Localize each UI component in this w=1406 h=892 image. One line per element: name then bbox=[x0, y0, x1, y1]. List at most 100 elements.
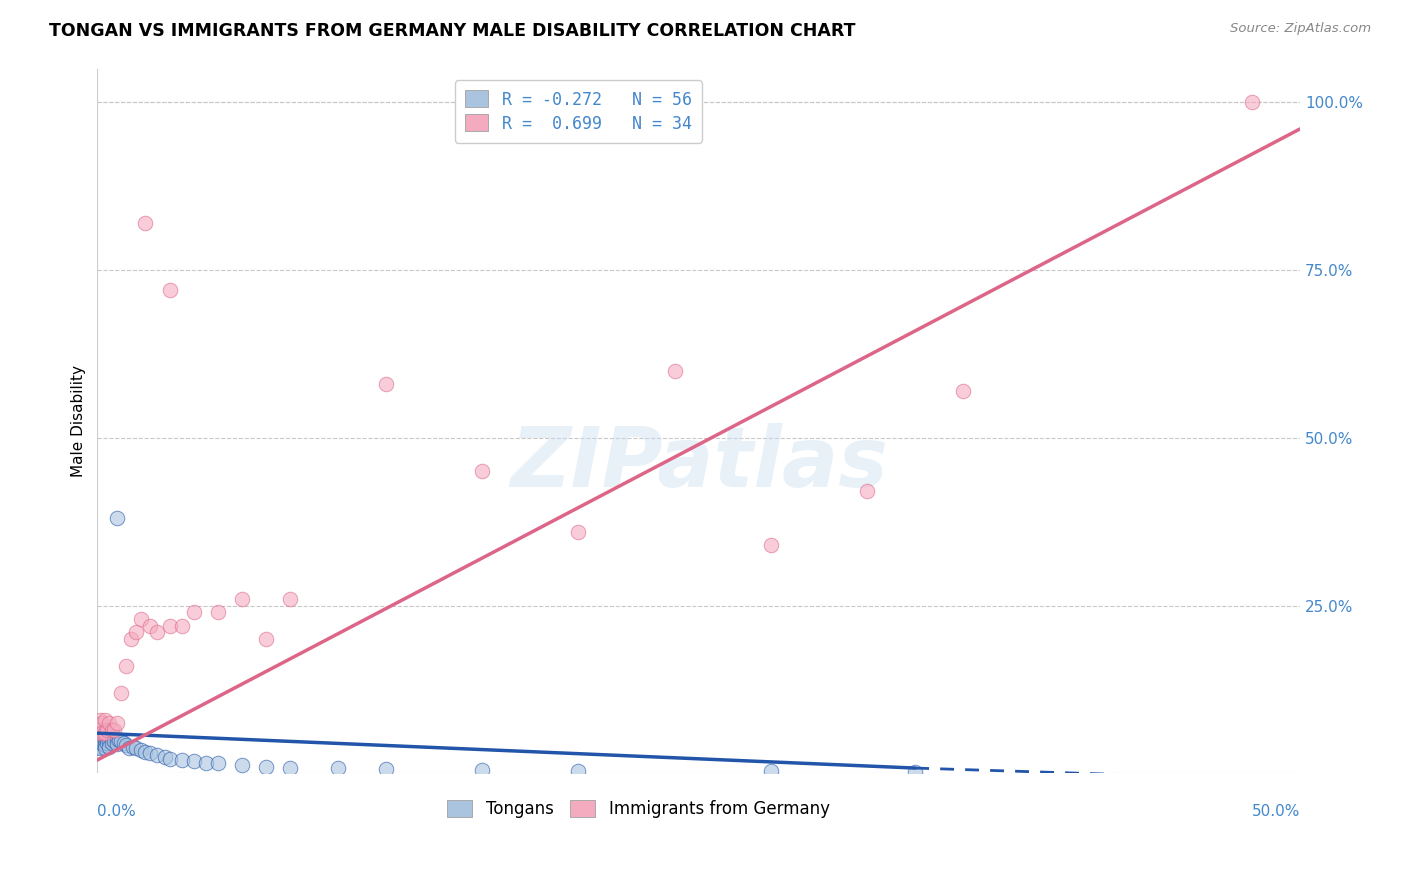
Point bbox=[183, 605, 205, 619]
Point bbox=[96, 726, 118, 740]
Point bbox=[108, 732, 131, 747]
Point bbox=[117, 740, 139, 755]
Point bbox=[904, 765, 927, 780]
Point bbox=[89, 740, 111, 755]
Point bbox=[98, 739, 121, 754]
Point bbox=[278, 761, 301, 775]
Point bbox=[89, 731, 111, 746]
Point bbox=[856, 484, 879, 499]
Point bbox=[103, 723, 125, 737]
Point bbox=[170, 753, 193, 767]
Point bbox=[91, 732, 114, 747]
Point bbox=[93, 738, 115, 752]
Point bbox=[139, 746, 162, 760]
Point bbox=[120, 632, 142, 647]
Point bbox=[93, 713, 115, 727]
Point bbox=[101, 723, 124, 737]
Point bbox=[567, 524, 589, 539]
Legend: Tongans, Immigrants from Germany: Tongans, Immigrants from Germany bbox=[440, 794, 837, 825]
Point bbox=[326, 761, 349, 775]
Point bbox=[194, 756, 217, 771]
Point bbox=[105, 716, 128, 731]
Point bbox=[129, 743, 152, 757]
Point bbox=[170, 618, 193, 632]
Point bbox=[91, 726, 114, 740]
Point bbox=[91, 727, 114, 741]
Point bbox=[115, 738, 138, 752]
Point bbox=[952, 384, 974, 398]
Point bbox=[98, 716, 121, 731]
Point bbox=[101, 736, 124, 750]
Point bbox=[159, 283, 181, 297]
Point bbox=[96, 736, 118, 750]
Point bbox=[86, 732, 108, 747]
Point bbox=[139, 618, 162, 632]
Point bbox=[91, 736, 114, 750]
Point bbox=[89, 723, 111, 737]
Point bbox=[146, 625, 169, 640]
Point bbox=[125, 625, 148, 640]
Point bbox=[89, 713, 111, 727]
Point bbox=[96, 723, 118, 737]
Point bbox=[254, 632, 277, 647]
Point bbox=[207, 756, 229, 771]
Text: TONGAN VS IMMIGRANTS FROM GERMANY MALE DISABILITY CORRELATION CHART: TONGAN VS IMMIGRANTS FROM GERMANY MALE D… bbox=[49, 22, 856, 40]
Point bbox=[89, 739, 111, 754]
Point bbox=[146, 747, 169, 762]
Point bbox=[159, 618, 181, 632]
Point bbox=[91, 716, 114, 731]
Point bbox=[93, 726, 115, 740]
Point bbox=[86, 734, 108, 748]
Point bbox=[105, 737, 128, 751]
Point bbox=[759, 538, 782, 552]
Point bbox=[153, 749, 176, 764]
Text: 0.0%: 0.0% bbox=[97, 804, 136, 819]
Point bbox=[89, 730, 111, 744]
Point bbox=[103, 730, 125, 744]
Point bbox=[664, 363, 686, 377]
Point bbox=[759, 764, 782, 779]
Point bbox=[110, 734, 132, 748]
Point bbox=[471, 464, 494, 478]
Y-axis label: Male Disability: Male Disability bbox=[72, 365, 86, 477]
Point bbox=[91, 730, 114, 744]
Point bbox=[375, 377, 398, 392]
Point bbox=[93, 730, 115, 744]
Point bbox=[115, 659, 138, 673]
Text: 50.0%: 50.0% bbox=[1251, 804, 1301, 819]
Point bbox=[129, 612, 152, 626]
Point bbox=[98, 730, 121, 744]
Point bbox=[231, 758, 253, 772]
Point bbox=[112, 736, 135, 750]
Point bbox=[254, 760, 277, 774]
Point bbox=[1240, 95, 1263, 109]
Point bbox=[122, 739, 145, 754]
Point bbox=[98, 734, 121, 748]
Point bbox=[103, 734, 125, 748]
Point bbox=[278, 591, 301, 606]
Point bbox=[93, 740, 115, 755]
Point bbox=[471, 763, 494, 777]
Point bbox=[134, 216, 156, 230]
Point bbox=[567, 764, 589, 778]
Point bbox=[93, 734, 115, 748]
Text: Source: ZipAtlas.com: Source: ZipAtlas.com bbox=[1230, 22, 1371, 36]
Point bbox=[86, 726, 108, 740]
Point bbox=[125, 740, 148, 755]
Point bbox=[96, 731, 118, 746]
Point bbox=[89, 736, 111, 750]
Point bbox=[89, 726, 111, 740]
Point bbox=[93, 727, 115, 741]
Point bbox=[207, 605, 229, 619]
Point bbox=[110, 686, 132, 700]
Point bbox=[105, 731, 128, 746]
Point bbox=[375, 763, 398, 777]
Text: ZIPatlas: ZIPatlas bbox=[510, 423, 887, 504]
Point bbox=[101, 731, 124, 746]
Point bbox=[183, 755, 205, 769]
Point bbox=[134, 745, 156, 759]
Point bbox=[159, 752, 181, 766]
Point bbox=[231, 591, 253, 606]
Point bbox=[91, 724, 114, 739]
Point bbox=[105, 511, 128, 525]
